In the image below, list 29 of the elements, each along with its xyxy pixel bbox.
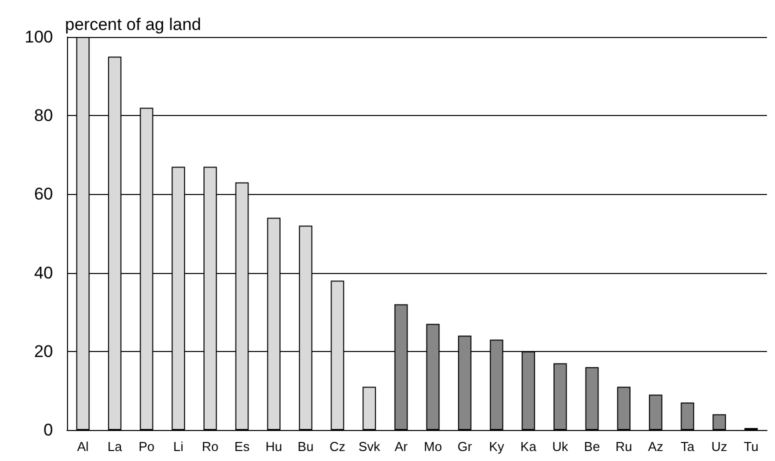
x-tick-label: La — [107, 439, 123, 454]
y-tick-label: 40 — [34, 263, 53, 282]
x-tick-label: Ta — [680, 439, 696, 454]
x-tick-label: Gr — [458, 439, 473, 454]
x-tick-label: Cz — [330, 439, 346, 454]
x-tick-label: Svk — [358, 439, 381, 454]
x-tick-label: Ar — [394, 439, 408, 454]
x-tick-label: Ro — [202, 439, 218, 454]
x-tick-label: Po — [138, 439, 154, 454]
x-tick-label: Uz — [711, 439, 728, 454]
y-tick-label: 0 — [44, 420, 53, 440]
x-tick-label: Be — [584, 439, 600, 454]
y-axis-title: percent of ag land — [65, 15, 202, 34]
x-tick-label: Al — [77, 439, 89, 454]
y-tick-label: 20 — [34, 342, 53, 361]
x-tick-label: Bu — [298, 439, 314, 454]
y-tick-label: 60 — [34, 184, 53, 204]
x-tick-label: Ky — [488, 439, 505, 454]
x-tick-label: Hu — [266, 439, 282, 454]
x-tick-label: Li — [173, 439, 184, 454]
x-tick-label: Uk — [552, 439, 569, 454]
x-tick-label: Tu — [744, 439, 758, 454]
x-tick-label: Es — [234, 439, 250, 454]
x-tick-label: Ru — [616, 439, 632, 454]
y-tick-label: 80 — [34, 106, 53, 126]
x-tick-label: Ka — [520, 439, 538, 454]
x-tick-label: Az — [648, 439, 664, 454]
x-tick-label: Mo — [424, 439, 442, 454]
y-tick-label: 100 — [24, 28, 53, 46]
